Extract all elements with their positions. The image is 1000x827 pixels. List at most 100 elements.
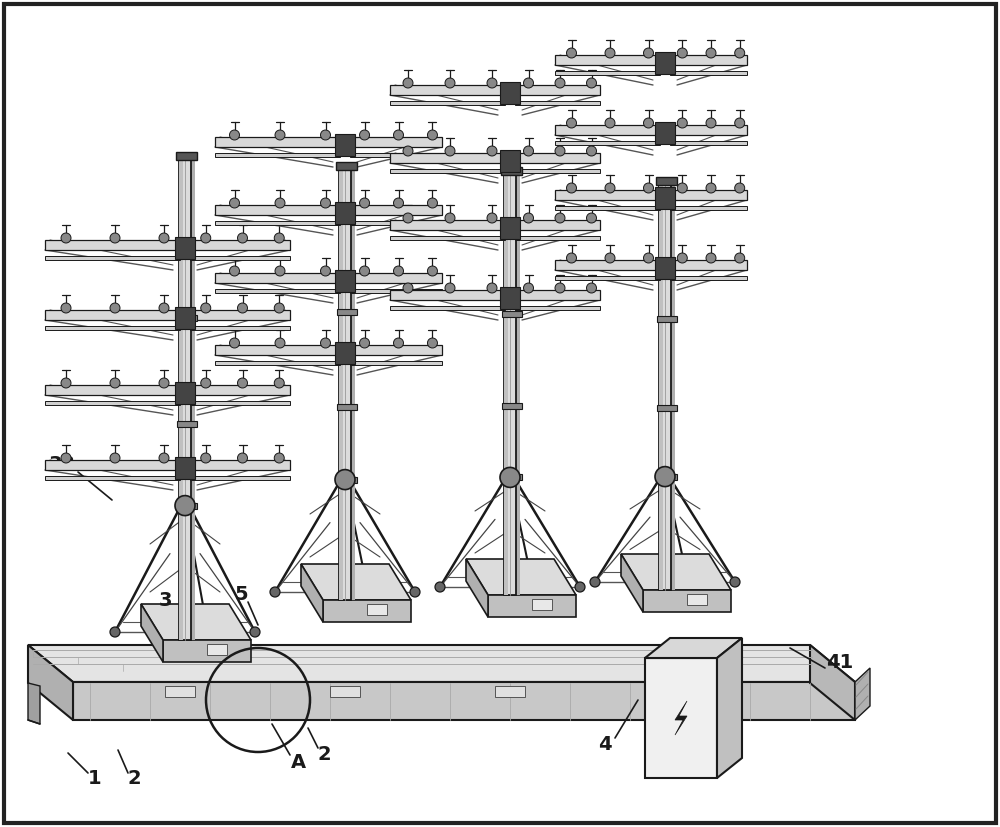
Polygon shape xyxy=(215,221,340,225)
Polygon shape xyxy=(175,237,195,259)
Polygon shape xyxy=(335,342,355,364)
Polygon shape xyxy=(390,101,505,105)
Circle shape xyxy=(487,213,497,223)
Polygon shape xyxy=(336,162,357,170)
Polygon shape xyxy=(488,595,576,617)
Polygon shape xyxy=(350,153,442,157)
Circle shape xyxy=(230,130,240,140)
Circle shape xyxy=(201,453,211,463)
Polygon shape xyxy=(179,160,183,640)
Polygon shape xyxy=(671,185,675,590)
Polygon shape xyxy=(390,306,505,310)
Polygon shape xyxy=(190,401,290,405)
Polygon shape xyxy=(655,257,675,279)
Circle shape xyxy=(175,495,195,515)
Circle shape xyxy=(524,213,534,223)
Polygon shape xyxy=(141,604,163,662)
Polygon shape xyxy=(502,311,522,317)
Polygon shape xyxy=(191,160,195,640)
Polygon shape xyxy=(190,326,290,330)
Circle shape xyxy=(555,283,565,293)
Polygon shape xyxy=(516,175,520,595)
Circle shape xyxy=(500,467,520,487)
Polygon shape xyxy=(179,160,191,640)
Polygon shape xyxy=(335,134,355,156)
Polygon shape xyxy=(555,71,660,75)
Text: 41: 41 xyxy=(826,653,854,672)
Polygon shape xyxy=(502,403,522,409)
Polygon shape xyxy=(390,220,505,230)
Polygon shape xyxy=(350,361,442,365)
Polygon shape xyxy=(555,190,660,200)
Circle shape xyxy=(159,233,169,243)
Circle shape xyxy=(586,213,596,223)
Polygon shape xyxy=(350,137,442,147)
Circle shape xyxy=(706,48,716,58)
Polygon shape xyxy=(855,668,870,720)
Polygon shape xyxy=(650,686,680,697)
Polygon shape xyxy=(656,177,677,185)
Polygon shape xyxy=(215,205,340,215)
Polygon shape xyxy=(190,460,290,470)
Circle shape xyxy=(403,283,413,293)
Polygon shape xyxy=(45,256,180,260)
Polygon shape xyxy=(28,683,40,724)
Circle shape xyxy=(274,453,284,463)
Polygon shape xyxy=(670,190,747,200)
Circle shape xyxy=(677,48,687,58)
Circle shape xyxy=(394,338,404,348)
Circle shape xyxy=(524,146,534,156)
Circle shape xyxy=(410,587,420,597)
Circle shape xyxy=(159,303,169,313)
Polygon shape xyxy=(215,273,340,283)
Polygon shape xyxy=(659,185,663,590)
Circle shape xyxy=(275,338,285,348)
Polygon shape xyxy=(687,594,707,605)
Circle shape xyxy=(566,253,576,263)
Circle shape xyxy=(586,283,596,293)
Polygon shape xyxy=(190,476,290,480)
Polygon shape xyxy=(163,640,251,662)
Circle shape xyxy=(566,48,576,58)
Polygon shape xyxy=(643,590,731,612)
Polygon shape xyxy=(337,476,357,483)
Polygon shape xyxy=(495,686,525,697)
Polygon shape xyxy=(339,170,343,600)
Text: 33: 33 xyxy=(48,456,76,475)
Text: 5: 5 xyxy=(234,586,248,605)
Polygon shape xyxy=(502,475,522,480)
Polygon shape xyxy=(670,55,747,65)
Circle shape xyxy=(677,253,687,263)
Circle shape xyxy=(159,378,169,388)
Polygon shape xyxy=(390,169,505,173)
Polygon shape xyxy=(175,307,195,329)
Circle shape xyxy=(230,266,240,276)
Circle shape xyxy=(555,78,565,88)
Polygon shape xyxy=(466,559,576,595)
Circle shape xyxy=(201,233,211,243)
Polygon shape xyxy=(504,175,508,595)
Circle shape xyxy=(427,338,437,348)
Polygon shape xyxy=(176,152,197,160)
Polygon shape xyxy=(390,153,505,163)
Circle shape xyxy=(238,303,248,313)
Polygon shape xyxy=(675,701,687,735)
Polygon shape xyxy=(339,170,351,600)
Circle shape xyxy=(566,118,576,128)
Text: A: A xyxy=(290,753,306,772)
Polygon shape xyxy=(390,290,505,300)
Polygon shape xyxy=(645,638,742,658)
Polygon shape xyxy=(555,141,660,145)
Circle shape xyxy=(403,213,413,223)
Circle shape xyxy=(555,213,565,223)
Polygon shape xyxy=(141,604,251,640)
Circle shape xyxy=(605,253,615,263)
Polygon shape xyxy=(670,141,747,145)
Circle shape xyxy=(735,253,745,263)
Circle shape xyxy=(644,118,654,128)
Polygon shape xyxy=(177,315,197,322)
Circle shape xyxy=(159,453,169,463)
Circle shape xyxy=(403,146,413,156)
Polygon shape xyxy=(670,71,747,75)
Circle shape xyxy=(275,198,285,208)
